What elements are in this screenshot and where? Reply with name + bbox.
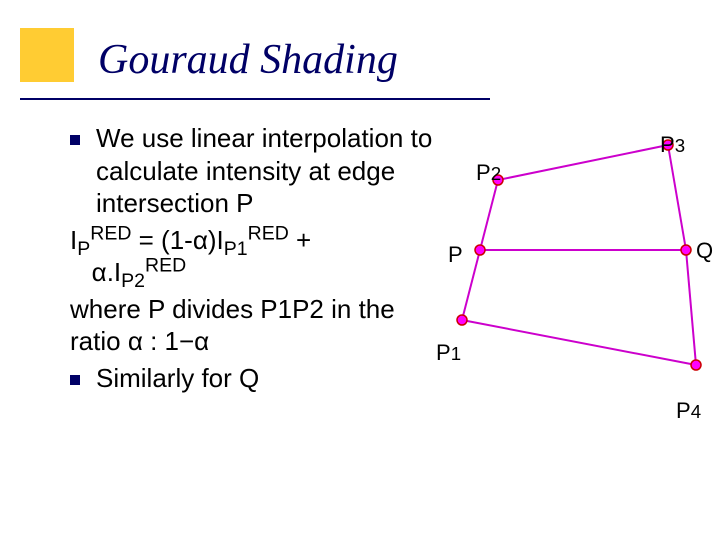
vertex-label-p: P [448,242,463,268]
eq-sup-red: RED [90,222,131,244]
vertex-label-p3: P3 [660,132,685,158]
bullet-2: Similarly for Q [96,362,440,395]
eq-txt2: )I [208,225,224,255]
where-alpha: α [128,326,143,356]
one-minus: 1− [165,326,195,356]
slide-title: Gouraud Shading [98,36,398,84]
vertex-label-q: Q [696,238,713,264]
eq-sup-red3: RED [145,254,186,276]
eq-sub-p: P [77,238,90,260]
square-bullet-icon [70,135,80,145]
equation-line: IPRED = (1-α)IP1RED + α.IP2RED [70,224,440,289]
eq-sub-p2: P2 [121,270,145,292]
where-line: where P divides P1P2 in the ratio α : 1−… [70,293,440,358]
eq-sub-p1: P1 [224,238,248,260]
where-prefix: where P divides P1P2 in the ratio [70,294,395,357]
eq-alpha: α [193,225,208,255]
polygon-diagram: P1P2P3QP4P [438,120,708,420]
vertex-label-p2: P2 [476,160,501,186]
title-underline [20,98,490,100]
ratio-sep: : [143,326,165,356]
vertex-label-p1: P1 [436,340,461,366]
eq-txt: = (1- [131,225,192,255]
where-alpha2: α [194,326,209,356]
bullet-2-text: Similarly for Q [96,363,259,393]
slide: Gouraud Shading We use linear interpolat… [0,0,720,540]
accent-box [20,28,74,82]
square-bullet-icon [70,375,80,385]
eq-txt3: .I [107,257,121,287]
eq-sup-red2: RED [248,222,289,244]
vertex-label-p4: P4 [676,398,701,424]
slide-body: We use linear interpolation to calculate… [70,122,440,398]
eq-plus: + [289,225,311,255]
bullet-1: We use linear interpolation to calculate… [96,122,440,220]
eq-alpha2: α [92,257,107,287]
bullet-1-text: We use linear interpolation to calculate… [96,123,432,218]
